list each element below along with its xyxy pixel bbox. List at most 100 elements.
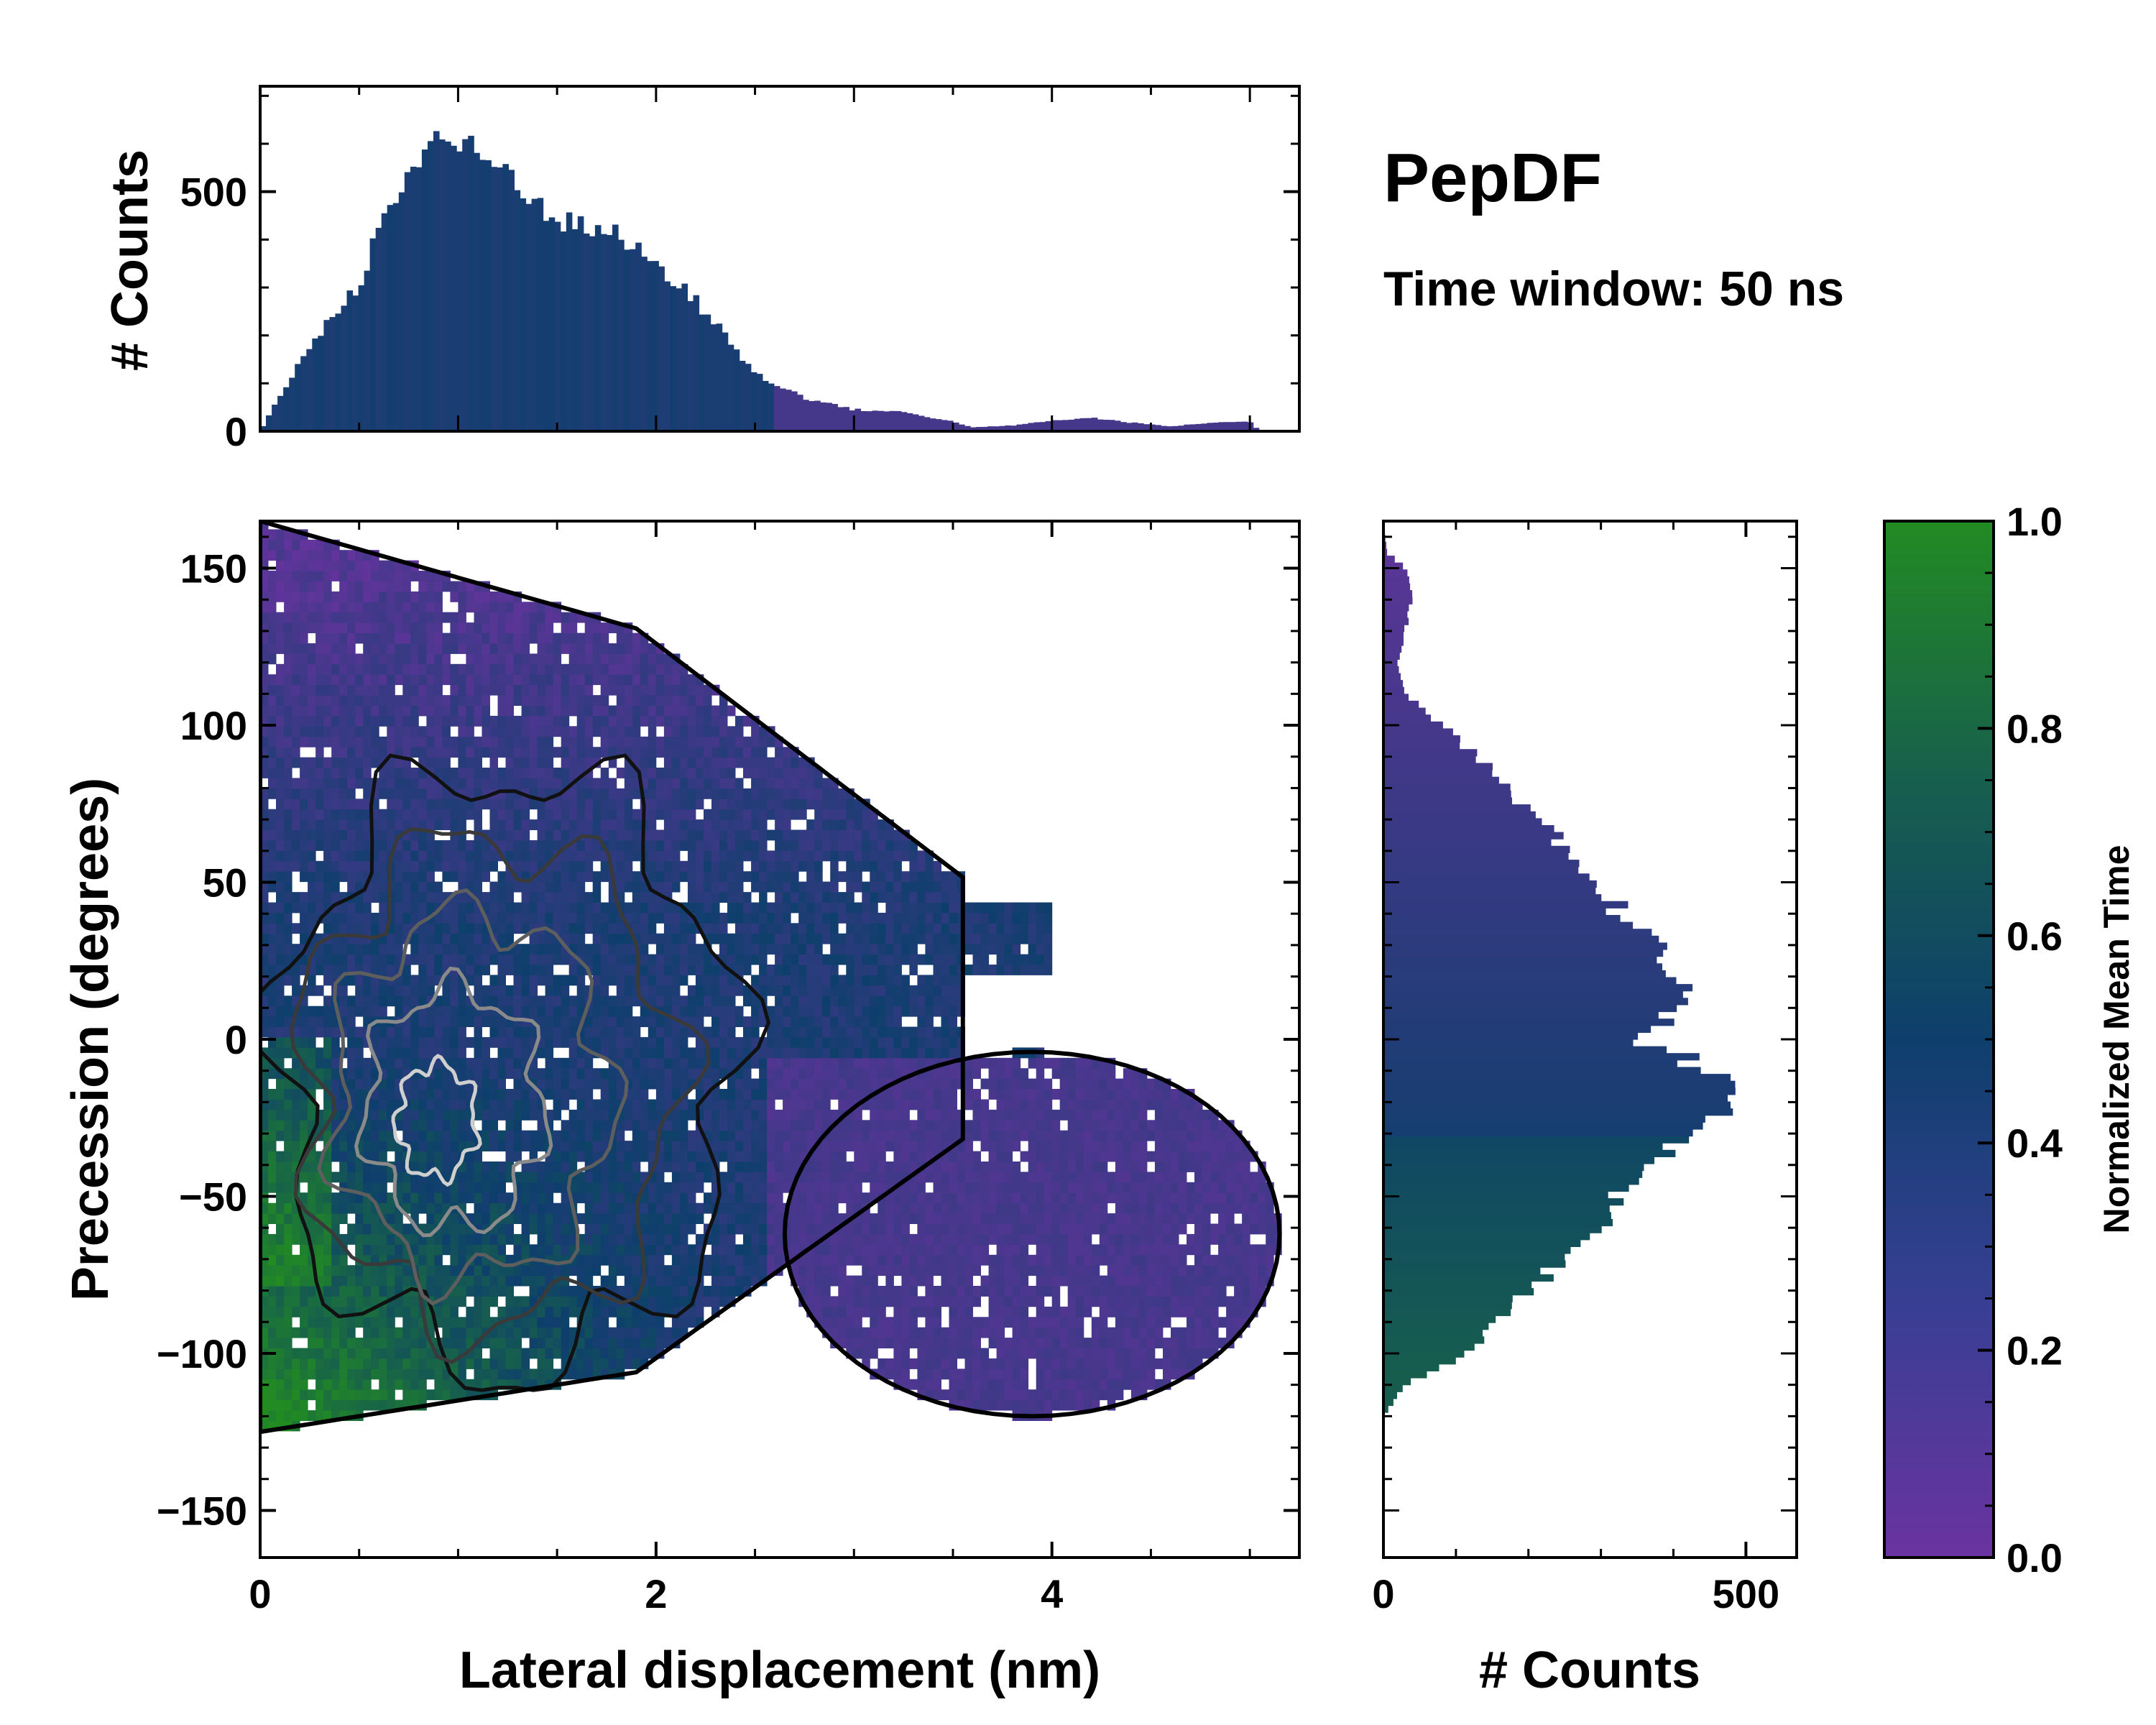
heatmap-cell [458, 757, 466, 768]
heatmap-cell [355, 975, 364, 986]
heatmap-cell [648, 747, 657, 758]
heatmap-cell [568, 788, 578, 799]
heatmap-cell [663, 1016, 673, 1027]
heatmap-cell [648, 1296, 657, 1307]
heatmap-cell [624, 653, 633, 665]
heatmap-cell [632, 1162, 641, 1172]
top-histogram-bar [1166, 426, 1173, 431]
heatmap-cell [434, 954, 443, 965]
heatmap-cell [687, 1006, 696, 1017]
heatmap-cell [292, 1202, 300, 1214]
heatmap-cell [735, 757, 744, 768]
heatmap-cell [632, 768, 641, 778]
heatmap-cell [292, 1213, 300, 1224]
heatmap-cell [545, 829, 554, 841]
heatmap-cell [379, 829, 387, 841]
heatmap-cell [576, 809, 586, 820]
heatmap-cell [759, 1068, 768, 1080]
heatmap-cell [537, 829, 546, 841]
heatmap-cell [505, 985, 514, 996]
heatmap-cell [624, 1057, 633, 1069]
heatmap-cell [434, 860, 443, 872]
heatmap-cell [576, 684, 586, 696]
heatmap-cell [529, 944, 538, 955]
heatmap-cell [434, 1120, 443, 1131]
top-histogram-bar [398, 192, 405, 431]
heatmap-cell [474, 591, 482, 602]
heatmap-cell [315, 799, 324, 810]
heatmap-cell [759, 1130, 768, 1141]
top-histogram-bar [571, 229, 579, 431]
heatmap-cell [608, 995, 617, 1007]
heatmap-cell [426, 1327, 435, 1338]
heatmap-cell [584, 944, 594, 955]
heatmap-cell [331, 560, 340, 571]
heatmap-cell [798, 1109, 807, 1121]
heatmap-cell [624, 736, 633, 748]
heatmap-cell [663, 1244, 673, 1256]
heatmap-cell [371, 571, 379, 581]
heatmap-cell [458, 954, 466, 965]
heatmap-cell [402, 695, 411, 706]
heatmap-cell [537, 684, 546, 696]
heatmap-cell [434, 674, 443, 686]
heatmap-cell [711, 1099, 720, 1110]
heatmap-cell [663, 912, 673, 924]
heatmap-cell [545, 705, 554, 717]
heatmap-cell [323, 954, 332, 965]
heatmap-cell [632, 809, 641, 820]
heatmap-cell [466, 1141, 474, 1151]
heatmap-cell [379, 768, 387, 778]
heatmap-cell [379, 944, 387, 955]
heatmap-cell [331, 1057, 340, 1069]
heatmap-cell [300, 1162, 308, 1172]
heatmap-cell [687, 799, 696, 810]
heatmap-cell [561, 1078, 570, 1090]
heatmap-cell [418, 571, 427, 581]
heatmap-cell [268, 715, 277, 727]
heatmap-cell [371, 975, 379, 986]
heatmap-cell [474, 1068, 482, 1080]
heatmap-cell [387, 1130, 395, 1141]
heatmap-cell [268, 923, 277, 934]
heatmap-cell [339, 892, 348, 903]
heatmap-cell [300, 1047, 308, 1059]
heatmap-cell [759, 1006, 768, 1017]
heatmap-cell [450, 1141, 459, 1151]
heatmap-cell [387, 663, 395, 675]
heatmap-cell [395, 715, 403, 727]
heatmap-cell [355, 850, 364, 862]
heatmap-cell [308, 643, 316, 654]
heatmap-cell [387, 1327, 395, 1338]
heatmap-cell [276, 788, 285, 799]
heatmap-cell [300, 674, 308, 686]
top-histogram-bar [318, 336, 324, 431]
top-histogram-bar [1161, 426, 1167, 431]
heatmap-cell [568, 995, 578, 1007]
top-histogram-bar [607, 235, 613, 431]
heatmap-cell [505, 965, 514, 975]
heatmap-cell [584, 912, 594, 924]
heatmap-cell [276, 1006, 285, 1017]
heatmap-cell [402, 965, 411, 975]
heatmap-cell [640, 653, 649, 665]
heatmap-cell [458, 912, 466, 924]
heatmap-cell [450, 1109, 459, 1121]
heatmap-cell [489, 1078, 498, 1090]
heatmap-cell [751, 768, 760, 778]
heatmap-cell [315, 933, 324, 944]
heatmap-cell [426, 612, 435, 623]
heatmap-cell [395, 975, 403, 986]
heatmap-cell [529, 985, 538, 996]
heatmap-cell [387, 1099, 395, 1110]
heatmap-cell [751, 881, 760, 893]
heatmap-cell [347, 1026, 356, 1038]
heatmap-cell [395, 1233, 403, 1245]
heatmap-cell [513, 1089, 522, 1100]
heatmap-cell [474, 581, 482, 592]
heatmap-cell [260, 1223, 269, 1235]
heatmap-cell [315, 539, 324, 551]
heatmap-cell [537, 995, 546, 1007]
heatmap-cell [759, 840, 768, 851]
heatmap-cell [711, 799, 720, 810]
